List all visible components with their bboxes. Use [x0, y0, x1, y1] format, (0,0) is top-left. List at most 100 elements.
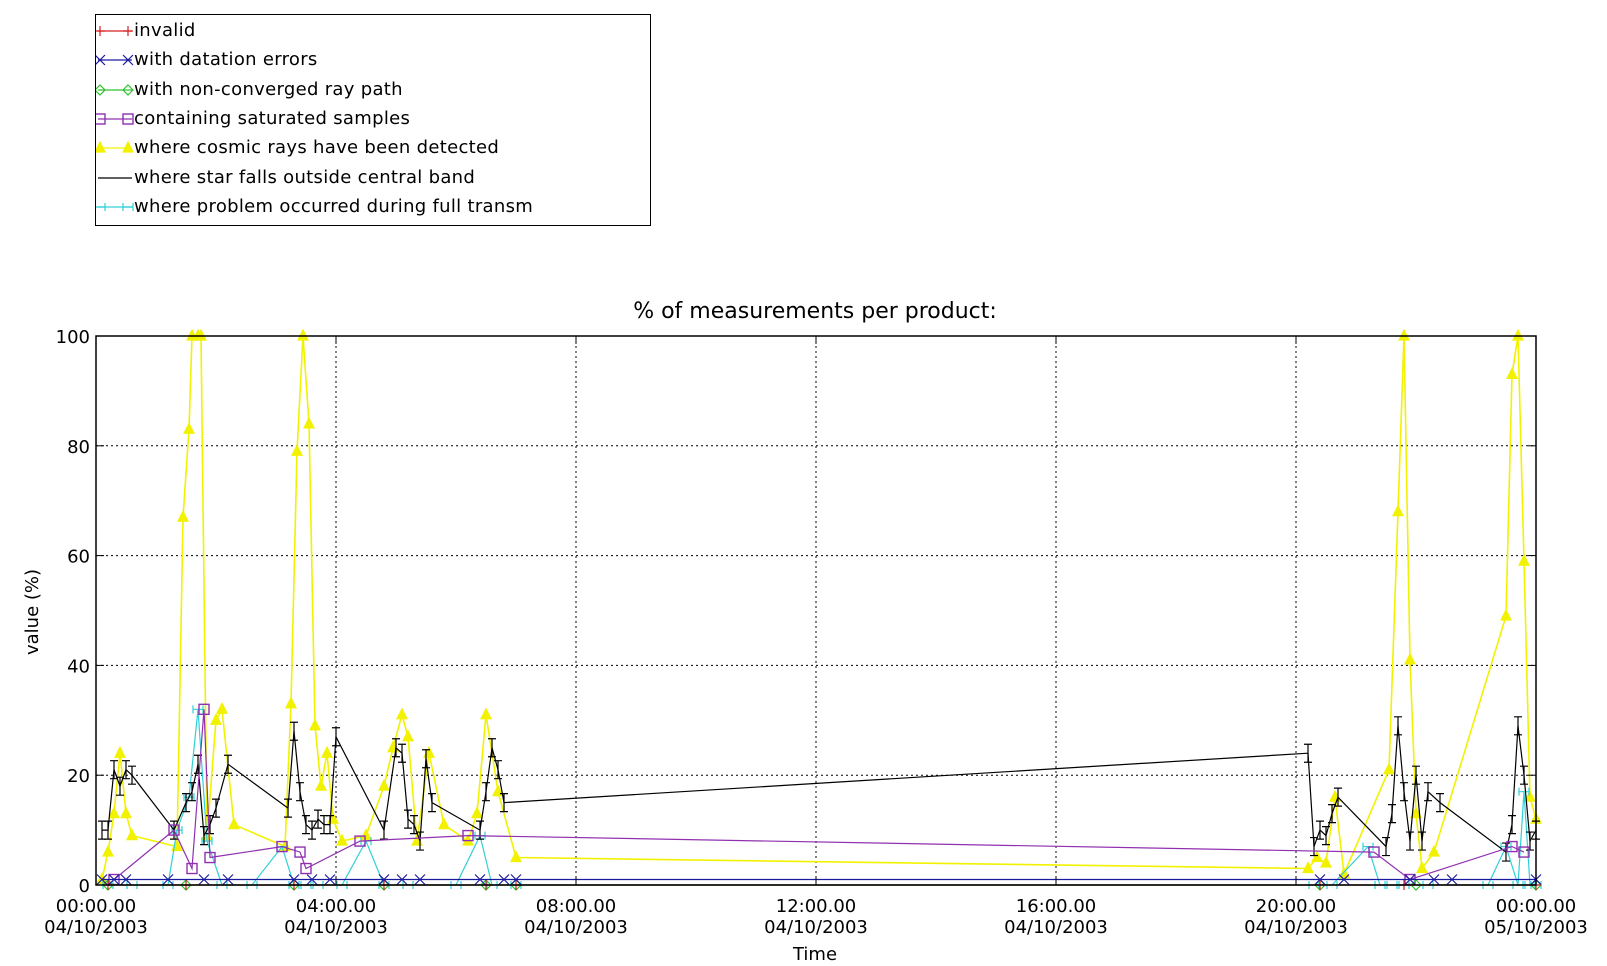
series-point — [300, 862, 312, 875]
series-point — [1388, 804, 1396, 824]
series-point — [1404, 874, 1416, 885]
series-point — [195, 328, 207, 341]
series-point — [1428, 844, 1440, 857]
series-point — [402, 729, 414, 742]
legend-marker — [96, 202, 106, 211]
series-point — [1320, 855, 1332, 868]
series-point — [396, 874, 408, 885]
series-point — [177, 509, 189, 522]
x-tick-label-time: 12:00.00 — [776, 896, 857, 917]
x-tick-label-time: 16:00.00 — [1016, 896, 1097, 917]
y-tick-label: 20 — [67, 766, 90, 787]
series-point — [276, 840, 288, 853]
series-point — [1424, 782, 1432, 802]
x-tick-label-date: 04/10/2003 — [1004, 917, 1108, 938]
series-point — [126, 828, 138, 841]
series-point — [1334, 787, 1342, 807]
series-point — [186, 862, 198, 875]
series-point — [1500, 608, 1512, 621]
series-point — [288, 874, 300, 885]
x-tick-label-date: 04/10/2003 — [284, 917, 388, 938]
x-tick-label-date: 04/10/2003 — [524, 917, 628, 938]
series-point — [1394, 716, 1402, 736]
y-tick-label: 60 — [67, 547, 90, 568]
series-point — [378, 778, 390, 791]
series-point — [308, 820, 316, 840]
series-point — [1400, 782, 1408, 802]
series-4 — [96, 328, 1542, 885]
legend-item: with datation errors — [96, 46, 650, 74]
series-point — [296, 782, 304, 802]
series-point — [1524, 789, 1536, 802]
legend-item: where star falls outside central band — [96, 164, 650, 192]
series-point — [303, 416, 315, 429]
series-point — [1304, 743, 1312, 763]
series-point — [1382, 836, 1390, 857]
x-tick-label-time: 20:00.00 — [1256, 896, 1337, 917]
series-point — [162, 874, 174, 885]
legend-label: with datation errors — [134, 49, 318, 71]
series-point — [462, 829, 474, 842]
series-point — [1416, 861, 1428, 874]
x-tick-label-date: 05/10/2003 — [1484, 917, 1588, 938]
series-point — [96, 872, 108, 885]
series-point — [96, 874, 108, 885]
series-line — [101, 335, 1537, 880]
legend-swatch — [96, 54, 134, 66]
series-1 — [96, 874, 1542, 885]
series-point — [1512, 328, 1524, 341]
series-point — [482, 782, 490, 802]
x-tick-label-date: 04/10/2003 — [764, 917, 868, 938]
chart-title: % of measurements per product: — [633, 299, 997, 324]
legend-marker — [96, 83, 106, 96]
series-point — [104, 820, 112, 840]
legend-label: containing saturated samples — [134, 107, 411, 129]
series-point — [188, 782, 196, 802]
y-tick-label: 80 — [67, 437, 90, 458]
legend-swatch — [96, 140, 134, 153]
series-point — [1410, 879, 1422, 891]
series-point — [326, 815, 334, 835]
series-point — [488, 738, 496, 758]
legend-item: invalid — [96, 17, 650, 45]
legend-box: invalid with datation errors with non-conv… — [95, 14, 651, 226]
series-point — [1316, 820, 1324, 840]
x-tick-label-time: 04:00.00 — [296, 896, 377, 917]
series-point — [116, 776, 124, 796]
y-axis-label: value (%) — [22, 569, 43, 655]
series-point — [222, 874, 234, 885]
series-point — [422, 749, 430, 769]
legend-label: where star falls outside central band — [134, 166, 476, 188]
series-point — [306, 874, 318, 885]
series-point — [206, 815, 214, 835]
series-point — [108, 806, 120, 819]
series-point — [294, 846, 306, 858]
legend-label: invalid — [134, 20, 196, 41]
series-point — [198, 703, 210, 716]
series-point — [510, 874, 522, 885]
y-tick-label: 0 — [79, 876, 90, 897]
series-point — [120, 806, 132, 819]
series-point — [1520, 765, 1528, 785]
series-point — [290, 721, 298, 741]
x-tick-label-date: 04/10/2003 — [44, 917, 148, 938]
series-point — [182, 793, 190, 813]
legend-marker — [96, 54, 106, 66]
series-point — [302, 815, 310, 835]
legend-marker — [96, 140, 106, 153]
series-point — [1310, 836, 1318, 857]
series-point — [1502, 842, 1510, 862]
series-point — [474, 874, 486, 885]
series-point — [183, 421, 195, 434]
legend-item: containing saturated samples — [96, 105, 650, 133]
series-point — [1518, 787, 1530, 796]
series-point — [285, 696, 297, 709]
series-point — [168, 824, 180, 836]
series-point — [336, 833, 348, 846]
series-point — [216, 701, 228, 714]
axis-ticks: 02040608010000:00.0004/10/200304:00.0004… — [44, 327, 1588, 938]
x-axis-label: Time — [792, 944, 837, 965]
series-point — [1311, 850, 1323, 863]
series-point — [332, 727, 340, 747]
